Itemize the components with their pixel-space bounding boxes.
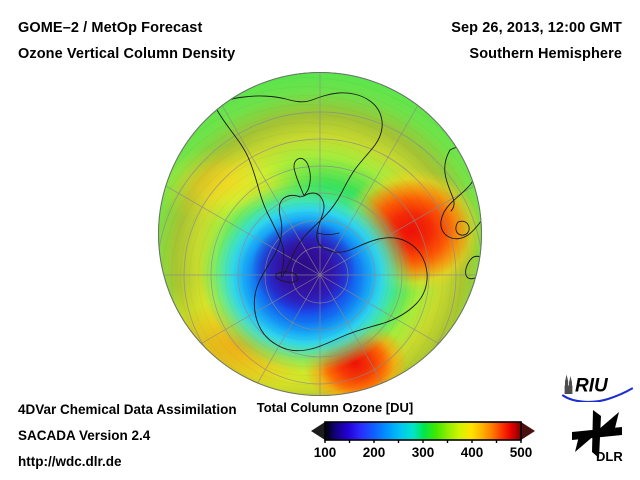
colorbar-label-0: 100 <box>313 445 337 460</box>
colorbar-label-1: 200 <box>362 445 386 460</box>
colorbar-ticks <box>324 440 522 443</box>
colorbar-label-4: 500 <box>509 445 533 460</box>
coastline-south-america <box>215 92 383 278</box>
globe-disc <box>158 72 482 396</box>
cathedral-icon <box>564 374 573 394</box>
title-instrument: GOME–2 / MetOp Forecast <box>18 20 203 36</box>
region-label: Southern Hemisphere <box>469 46 622 62</box>
footer-method: 4DVar Chemical Data Assimilation <box>18 402 237 417</box>
riu-swoosh <box>561 387 634 402</box>
dlr-rotor-icon <box>572 410 622 458</box>
colorbar-title-text: Total Column Ozone [DU] <box>256 400 414 415</box>
footer-version: SACADA Version 2.4 <box>18 428 151 443</box>
dlr-logo-svg: DLR <box>572 410 623 464</box>
riu-logo-svg: RIU <box>561 374 634 402</box>
dlr-wordmark: DLR <box>596 449 623 464</box>
colorbar-tick-labels: 100 200 300 400 500 <box>300 445 550 467</box>
title-variable: Ozone Vertical Column Density <box>18 46 236 62</box>
coastline-new-zealand <box>465 255 481 280</box>
coastline-antarctic-peninsula <box>293 157 311 197</box>
colorbar-label-2: 300 <box>411 445 435 460</box>
colorbar-cap-low <box>311 422 325 440</box>
colorbar-title: Total Column Ozone [DU] <box>0 400 640 415</box>
colorbar-gradient <box>325 422 521 440</box>
riu-logo: RIU <box>560 372 634 402</box>
coastline-tasmania <box>455 220 470 236</box>
coastline-australia <box>440 145 481 240</box>
dlr-logo: DLR <box>565 408 631 464</box>
coastline-ross-inlet <box>316 232 340 235</box>
colorbar-cap-high <box>521 422 535 440</box>
colorbar <box>310 419 536 443</box>
coastline-south-america-west <box>215 107 285 278</box>
coastline-tierra-del-fuego <box>275 271 299 283</box>
globe-overlay <box>159 73 481 395</box>
globe-map <box>158 72 482 396</box>
timestamp-label: Sep 26, 2013, 12:00 GMT <box>451 20 622 36</box>
coastline-antarctica <box>253 192 428 352</box>
riu-wordmark: RIU <box>575 376 609 397</box>
colorbar-svg <box>311 421 535 443</box>
colorbar-label-3: 400 <box>460 445 484 460</box>
coastline-australia-south <box>444 149 455 212</box>
footer-url[interactable]: http://wdc.dlr.de <box>18 454 122 469</box>
